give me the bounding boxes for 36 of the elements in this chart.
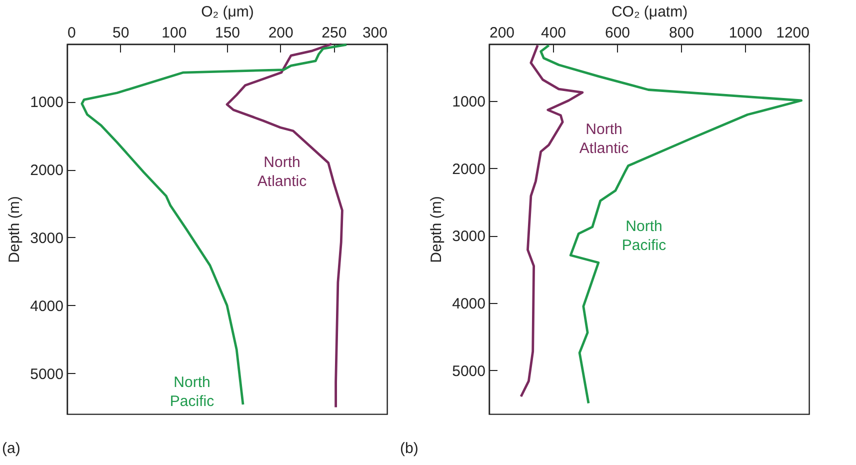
y-tick-label: 2000	[30, 162, 64, 180]
x-tick-label: 250	[322, 24, 347, 42]
y-axis-title: Depth (m)	[428, 196, 446, 263]
x-tick-label: 200	[268, 24, 294, 42]
y-tick-label: 5000	[452, 362, 486, 380]
x-tick-label: 200	[490, 24, 515, 42]
x-tick-label: 1200	[776, 24, 810, 42]
annotation: North Pacific	[170, 374, 215, 410]
y-tick-label: 1000	[30, 94, 64, 112]
x-tick-label: 50	[112, 24, 130, 42]
x-tick-label: 100	[162, 24, 187, 42]
y-tick-label: 4000	[30, 298, 64, 315]
x-axis-title: O₂ (μm)	[201, 4, 254, 20]
y-tick-label: 2000	[452, 160, 486, 178]
text: (a)	[2, 440, 20, 457]
x-tick-label: 400	[540, 24, 566, 42]
y-axis-title: Depth (m)	[6, 196, 24, 263]
y-tick-label: 5000	[30, 366, 64, 383]
annotation: North Atlantic	[257, 154, 308, 190]
x-tick-label: 150	[214, 24, 240, 42]
x-axis-title: CO₂ (μatm)	[611, 4, 688, 20]
annotation: North Atlantic	[579, 121, 630, 157]
x-tick-label: 600	[604, 24, 630, 42]
y-tick-label: 3000	[30, 230, 64, 247]
text: (b)	[400, 440, 418, 457]
annotation: North Pacific	[622, 218, 667, 254]
y-tick-label: 1000	[452, 94, 486, 111]
x-tick-label: 300	[362, 24, 388, 42]
y-tick-label: 4000	[452, 296, 486, 312]
x-tick-label: 0	[68, 24, 76, 42]
line-series	[226, 42, 344, 408]
y-tick-label: 3000	[452, 228, 486, 246]
x-tick-label: 800	[668, 24, 694, 42]
line-series	[80, 43, 348, 406]
x-tick-label: 1000	[728, 24, 762, 42]
line-series	[540, 44, 803, 404]
